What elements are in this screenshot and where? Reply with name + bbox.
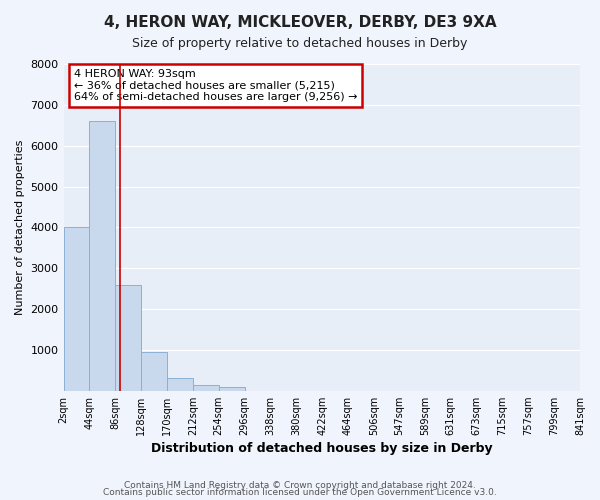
Text: 4, HERON WAY, MICKLEOVER, DERBY, DE3 9XA: 4, HERON WAY, MICKLEOVER, DERBY, DE3 9XA (104, 15, 496, 30)
X-axis label: Distribution of detached houses by size in Derby: Distribution of detached houses by size … (151, 442, 493, 455)
Text: 4 HERON WAY: 93sqm
← 36% of detached houses are smaller (5,215)
64% of semi-deta: 4 HERON WAY: 93sqm ← 36% of detached hou… (74, 69, 358, 102)
Bar (218, 388, 245, 390)
Bar (193, 386, 218, 390)
Y-axis label: Number of detached properties: Number of detached properties (15, 140, 25, 315)
Bar (115, 284, 141, 391)
Text: Size of property relative to detached houses in Derby: Size of property relative to detached ho… (133, 38, 467, 51)
Bar (167, 378, 193, 390)
Bar (64, 228, 89, 390)
Text: Contains public sector information licensed under the Open Government Licence v3: Contains public sector information licen… (103, 488, 497, 497)
Text: Contains HM Land Registry data © Crown copyright and database right 2024.: Contains HM Land Registry data © Crown c… (124, 480, 476, 490)
Bar (89, 121, 115, 390)
Bar (141, 352, 167, 391)
